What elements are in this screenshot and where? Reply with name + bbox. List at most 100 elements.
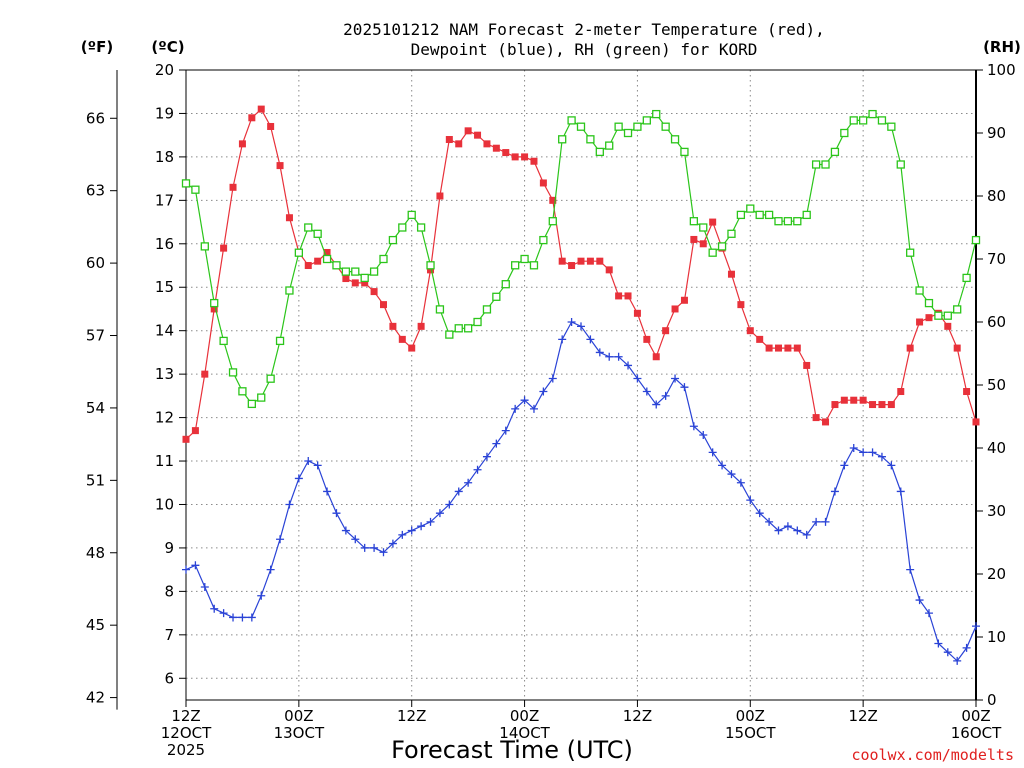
rh-point [670,135,680,144]
dewpoint-point [435,509,444,518]
rh-point [219,336,228,346]
dewpoint-point [445,500,454,509]
dewpoint-point [924,609,933,618]
x-tick-label: 12OCT [161,724,212,742]
dewpoint-point [191,561,200,570]
rh-point [228,368,238,377]
rh-point [821,160,830,169]
celsius-tick-label: 8 [164,582,174,600]
rh-point [840,128,849,138]
rh-point [304,223,313,232]
dewpoint-point [962,643,971,652]
temperature-point [859,396,867,404]
temperature-point [427,266,435,274]
temperature-point [850,396,858,404]
temperature-point [267,122,275,130]
dewpoint-point [398,530,407,539]
credit-link[interactable]: coolwx.com/modelts [851,746,1014,764]
rh-point [257,393,266,402]
dewpoint-point [313,461,322,470]
temperature-point [285,214,293,222]
dewpoint-point [821,517,830,526]
axes: 2019181716151413121110987666636057545148… [86,61,1016,759]
dewpoint-point [567,318,576,326]
fahrenheit-unit-label: (ºF) [81,38,113,56]
temperature-point [577,257,585,265]
grid [186,70,976,700]
x-tick-label: 00Z [961,707,990,725]
x-tick-label: 16OCT [951,724,1002,742]
temperature-point [361,279,369,287]
rh-point [435,305,445,314]
temperature-point [897,388,905,396]
dewpoint-point [746,496,755,505]
rh-point [915,286,924,295]
rh-tick-label: 50 [987,376,1006,394]
celsius-tick-label: 6 [164,669,174,687]
dewpoint-point [182,565,190,574]
temperature-point [680,296,688,304]
celsius-tick-label: 13 [155,365,174,383]
series-line-temperature [185,108,977,440]
temperature-point [944,322,952,330]
dewpoint-point [840,461,849,470]
temperature-point [586,257,594,265]
rh-point [595,147,604,157]
temperature-point [963,388,971,396]
rh-point [849,116,858,125]
x-tick-label: 15OCT [725,724,776,742]
rh-point [943,311,952,320]
rh-point [210,298,219,308]
celsius-tick-label: 12 [155,409,174,427]
x-tick-label: 12Z [848,707,877,725]
temperature-point [276,162,284,170]
temperature-point [229,183,237,191]
temperature-point [972,418,980,426]
temperature-point [398,335,406,343]
temperature-point [652,353,660,361]
temperature-point [558,257,566,265]
x-tick-label: 00Z [284,707,313,725]
temperature-point [746,327,754,335]
x-tick-label: 00Z [510,707,539,725]
dewpoint-point [915,596,924,605]
rh-tick-label: 80 [987,187,1006,205]
temperature-point [784,344,792,352]
rh-point [200,242,209,251]
temperature-point [662,327,670,335]
dewpoint-point [332,509,341,518]
rh-point [369,267,379,276]
dewpoint-point [595,348,604,357]
temperature-point [906,344,914,352]
dewpoint-point [360,543,369,552]
rh-point [623,128,633,138]
dewpoint-point [793,526,802,535]
fahrenheit-tick-label: 66 [86,109,105,127]
rh-tick-label: 0 [987,691,997,709]
dewpoint-point [257,591,266,600]
dewpoint-point [426,517,435,526]
rh-point [454,324,463,333]
dewpoint-point [548,374,557,383]
dewpoint-point [953,656,962,665]
dewpoint-point [219,609,228,618]
series-line-dewpoint [185,321,977,662]
temperature-point [248,114,256,122]
rh-point [962,273,971,283]
x-tick-label: 12Z [171,707,200,725]
dewpoint-point [247,613,256,622]
rh-point [642,116,651,125]
celsius-unit-label: (ºC) [151,38,184,56]
rh-point [924,298,934,308]
temperature-point [417,322,425,330]
temperature-point [257,105,265,113]
dewpoint-point [689,422,698,431]
rh-tick-label: 30 [987,502,1006,520]
temperature-point [887,401,895,409]
temperature-point [765,344,773,352]
rh-point [416,223,426,232]
dewpoint-point [859,448,868,457]
rh-point [727,229,736,238]
temperature-point [633,309,641,317]
